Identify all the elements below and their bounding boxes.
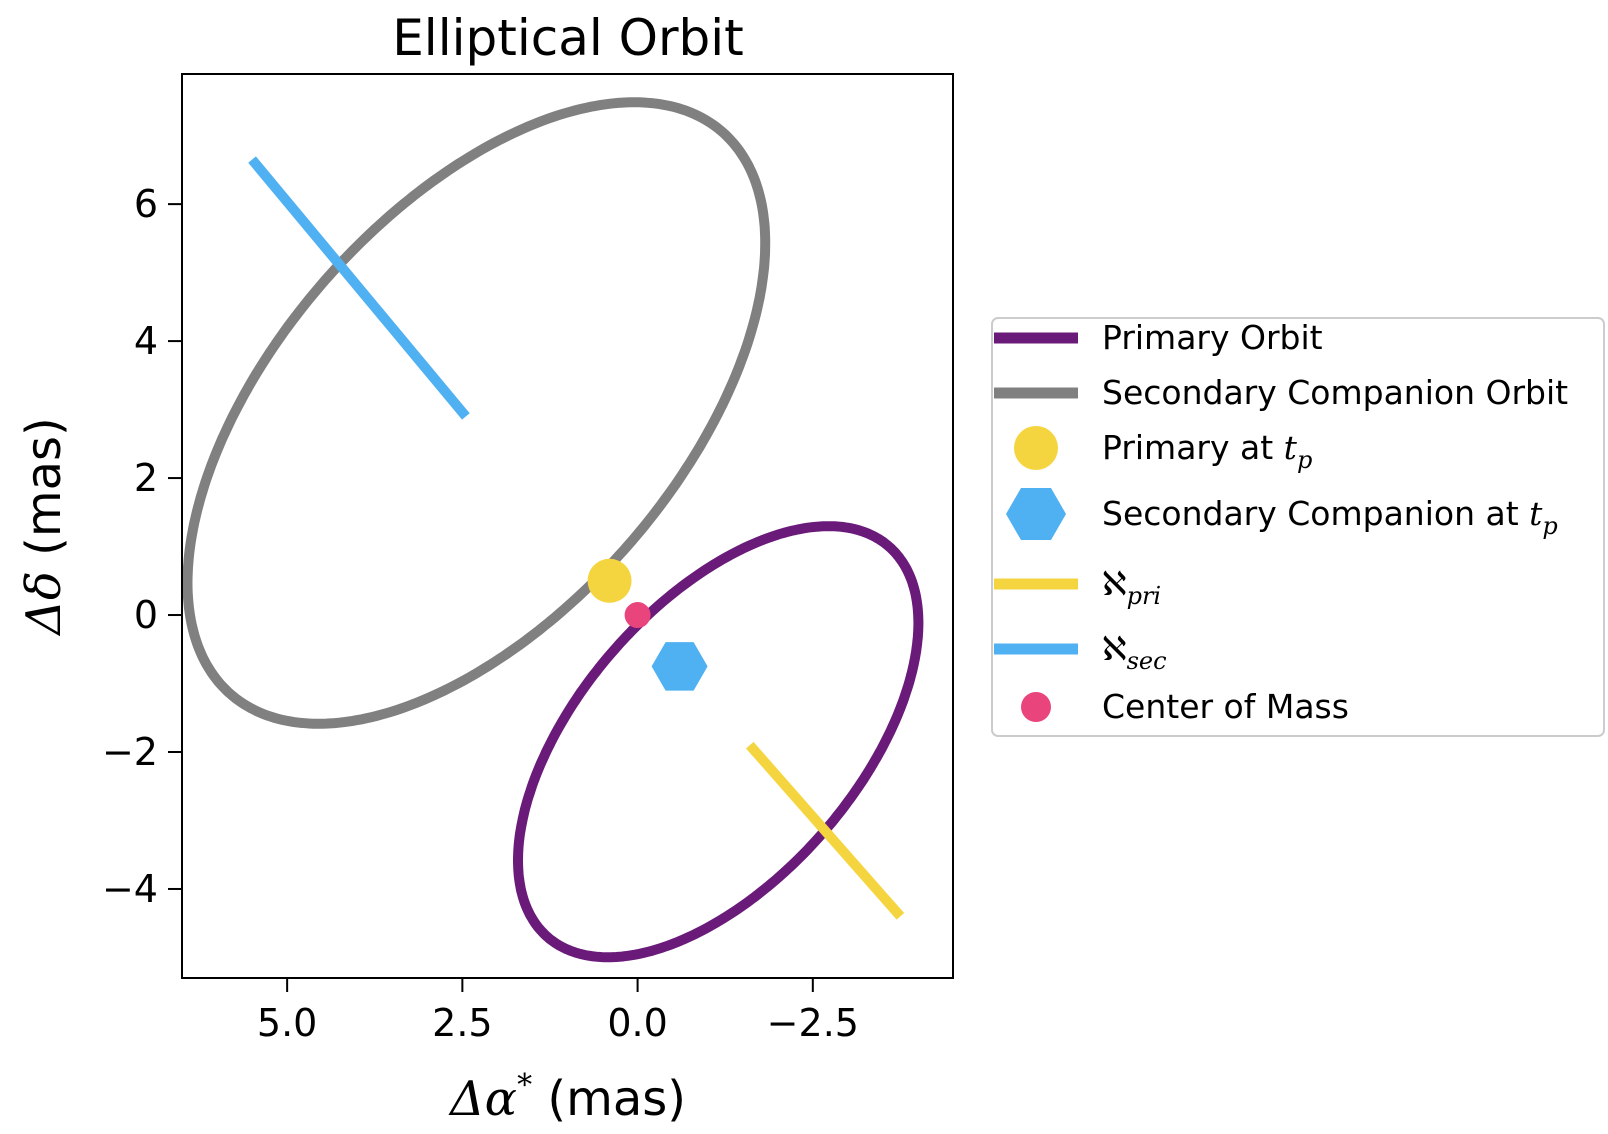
x-tick-label: −2.5: [767, 1001, 859, 1045]
primary-orbit-line: [513, 521, 924, 963]
y-axis-label-symbol: Δδ: [16, 571, 72, 637]
secondary-orbit-line: [182, 97, 771, 729]
chart-title: Elliptical Orbit: [392, 9, 744, 67]
legend-secondary-companion-at-p-swatch: [1006, 488, 1066, 540]
y-tick-label: 6: [134, 182, 158, 226]
legend-secondary-companion-orbit-label: Secondary Companion Orbit: [1102, 373, 1568, 412]
y-axis-label-unit: (mas): [16, 417, 72, 571]
aleph-pri-segment: [745, 741, 905, 920]
center-of-mass-marker: [624, 602, 651, 629]
y-tick-label: 4: [134, 319, 158, 363]
y-axis-label: Δδ (mas): [16, 417, 72, 636]
legend-aleph-sec-label: ℵsec: [1102, 629, 1167, 675]
x-axis-label-symbol: Δα: [448, 1071, 517, 1127]
legend-aleph-pri-label: ℵpri: [1102, 564, 1161, 610]
primary-at-t-p-marker: [587, 558, 632, 603]
x-axis-label-sup: *: [517, 1068, 532, 1103]
plot-frame: [181, 73, 954, 979]
legend: Primary Orbit Secondary Companion Orbit Pr…: [991, 317, 1605, 737]
legend-primary-at-p-swatch: [1014, 426, 1058, 470]
y-tick-label: 2: [134, 456, 158, 500]
legend-primary-at-p-label: Primary at tp: [1102, 428, 1312, 474]
y-tick-label: 0: [134, 593, 158, 637]
y-tick-label: −4: [102, 867, 158, 911]
x-tick-label: 0.0: [607, 1001, 667, 1045]
legend-primary-orbit-label: Primary Orbit: [1102, 318, 1323, 357]
axis-ticks: 5.0 2.5 0.0 −2.5 6 4 2 0 −2 −4: [102, 182, 859, 1045]
legend-secondary-companion-at-p-label: Secondary Companion at tp: [1102, 494, 1558, 540]
plot-area: [182, 97, 924, 963]
secondary-companion-at-t-p-marker: [651, 642, 708, 691]
x-axis-label: Δα* (mas): [448, 1068, 686, 1127]
aleph-sec-segment: [248, 156, 470, 420]
legend-center-of-mass-swatch: [1021, 692, 1051, 722]
x-tick-label: 5.0: [257, 1001, 317, 1045]
legend-box: [991, 317, 1605, 737]
x-tick-label: 2.5: [432, 1001, 492, 1045]
x-axis-label-unit: (mas): [532, 1071, 686, 1127]
y-tick-label: −2: [102, 730, 158, 774]
legend-center-of-mass-label: Center of Mass: [1102, 687, 1349, 726]
